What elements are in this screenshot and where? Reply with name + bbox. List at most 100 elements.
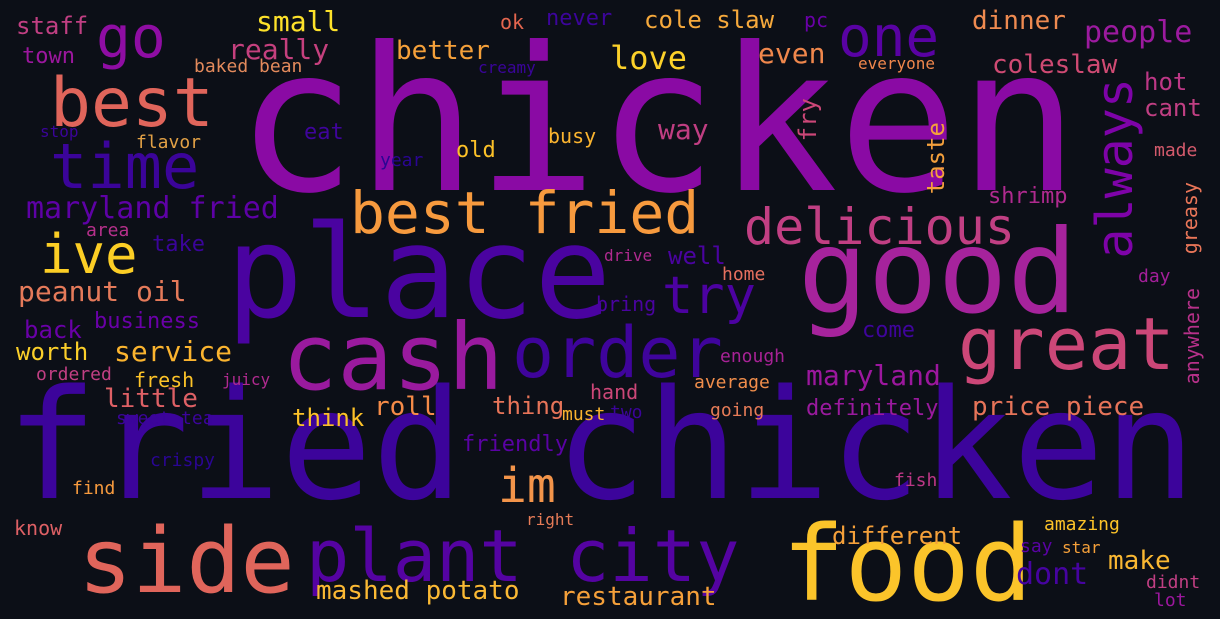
word-im: im [498, 458, 556, 514]
word-pc: pc [804, 8, 829, 32]
word-flavor: flavor [136, 132, 202, 153]
word-say: say [1020, 536, 1053, 557]
word-ordered: ordered [36, 364, 112, 385]
word-great: great [958, 302, 1175, 386]
word-service: service [114, 335, 233, 368]
word-people: people [1084, 15, 1193, 50]
word-day: day [1138, 266, 1171, 287]
word-love: love [610, 39, 688, 77]
word-right: right [526, 510, 575, 529]
word-year: year [380, 150, 424, 171]
word-small: small [256, 5, 341, 38]
word-old: old [456, 138, 496, 163]
word-dinner: dinner [972, 6, 1066, 36]
word-two: two [610, 402, 643, 423]
word-worth: worth [16, 338, 89, 366]
word-staff: staff [16, 12, 89, 40]
word-even: even [758, 37, 826, 70]
word-drive: drive [604, 246, 653, 265]
word-one: one [838, 5, 940, 70]
word-really: really [228, 33, 330, 66]
word-average: average [694, 372, 770, 393]
word-home: home [722, 264, 766, 285]
word-going: going [710, 400, 765, 421]
word-go: go [96, 3, 166, 71]
word-think: think [292, 404, 365, 432]
word-take: take [152, 232, 205, 257]
word-know: know [14, 516, 63, 540]
word-peanut-oil: peanut oil [18, 275, 187, 308]
word-find: find [72, 478, 116, 499]
word-creamy: creamy [478, 58, 536, 77]
word-best-fried: best fried [350, 179, 700, 247]
word-ive: ive [40, 223, 138, 286]
word-taste: taste [922, 122, 950, 195]
word-town: town [22, 44, 75, 69]
word-cole-slaw: cole slaw [644, 6, 775, 34]
word-always: always [1086, 78, 1144, 259]
word-amazing: amazing [1044, 514, 1120, 535]
word-make: make [1108, 546, 1171, 576]
word-good: good [798, 205, 1078, 340]
word-eat: eat [304, 120, 344, 145]
word-must: must [562, 404, 606, 425]
word-bring: bring [596, 292, 657, 316]
word-sweet-tea: sweet tea [116, 408, 214, 429]
word-made: made [1154, 140, 1198, 161]
word-greasy: greasy [1178, 182, 1202, 255]
word-come: come [862, 318, 915, 343]
word-better: better [396, 36, 490, 66]
word-delicious: delicious [744, 198, 1015, 256]
word-friendly: friendly [462, 432, 568, 457]
word-different: different [832, 522, 963, 550]
word-juicy: juicy [222, 370, 271, 389]
word-fish: fish [894, 470, 938, 491]
word-star: star [1062, 538, 1101, 557]
word-definitely: definitely [806, 396, 939, 421]
word-best: best [50, 64, 214, 143]
word-everyone: everyone [858, 54, 936, 73]
word-baked-bean: baked bean [194, 56, 303, 77]
word-fried-chicken: fried chicken [6, 357, 1196, 534]
word-hot: hot [1144, 68, 1188, 96]
word-fresh: fresh [134, 368, 195, 392]
word-fry: fry [794, 98, 822, 142]
word-crispy: crispy [150, 450, 216, 471]
word-place: place [226, 199, 612, 348]
word-hand: hand [590, 380, 639, 404]
word-little: little [104, 384, 198, 414]
word-restaurant: restaurant [560, 582, 717, 612]
word-food: food [782, 503, 1033, 619]
word-chicken-large: chicken [236, 5, 1079, 238]
word-area: area [86, 220, 130, 241]
word-thing: thing [492, 392, 565, 420]
word-mashed-potato: mashed potato [316, 576, 520, 606]
word-business: business [94, 309, 200, 334]
word-time: time [50, 130, 200, 203]
word-order: order [512, 312, 723, 394]
word-way: way [658, 113, 709, 146]
word-lot: lot [1154, 590, 1187, 611]
word-didnt: didnt [1146, 572, 1201, 593]
word-plant-city: plant city [306, 514, 740, 598]
word-maryland-fried: maryland fried [26, 191, 279, 226]
word-back: back [24, 316, 82, 344]
word-cant: cant [1144, 94, 1202, 122]
word-ok: ok [500, 10, 525, 34]
word-side: side [78, 509, 295, 614]
word-enough: enough [720, 346, 786, 367]
word-coleslaw: coleslaw [992, 50, 1118, 80]
word-busy: busy [548, 124, 597, 148]
word-anywhere: anywhere [1180, 288, 1204, 385]
word-maryland: maryland [806, 359, 941, 392]
word-stop: stop [40, 122, 79, 141]
word-cash: cash [282, 304, 504, 411]
word-never: never [546, 6, 613, 31]
word-well: well [668, 242, 726, 270]
word-shrimp: shrimp [988, 184, 1068, 209]
word-roll: roll [374, 392, 437, 422]
word-try: try [662, 266, 756, 326]
word-dont: dont [1016, 557, 1089, 592]
word-price-piece: price piece [972, 392, 1145, 422]
